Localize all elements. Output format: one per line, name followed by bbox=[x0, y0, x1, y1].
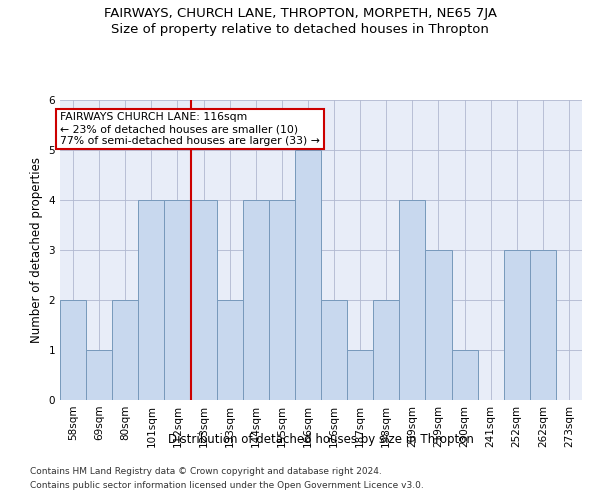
Text: Contains public sector information licensed under the Open Government Licence v3: Contains public sector information licen… bbox=[30, 481, 424, 490]
Text: FAIRWAYS CHURCH LANE: 116sqm
← 23% of detached houses are smaller (10)
77% of se: FAIRWAYS CHURCH LANE: 116sqm ← 23% of de… bbox=[60, 112, 320, 146]
Bar bbox=[86, 350, 112, 400]
Bar bbox=[112, 300, 139, 400]
Text: Contains HM Land Registry data © Crown copyright and database right 2024.: Contains HM Land Registry data © Crown c… bbox=[30, 467, 382, 476]
Bar bbox=[60, 300, 86, 400]
Text: Size of property relative to detached houses in Thropton: Size of property relative to detached ho… bbox=[111, 22, 489, 36]
Bar bbox=[530, 250, 556, 400]
Bar bbox=[347, 350, 373, 400]
Bar bbox=[425, 250, 452, 400]
Y-axis label: Number of detached properties: Number of detached properties bbox=[30, 157, 43, 343]
Text: Distribution of detached houses by size in Thropton: Distribution of detached houses by size … bbox=[168, 432, 474, 446]
Bar bbox=[400, 200, 425, 400]
Text: FAIRWAYS, CHURCH LANE, THROPTON, MORPETH, NE65 7JA: FAIRWAYS, CHURCH LANE, THROPTON, MORPETH… bbox=[104, 8, 497, 20]
Bar bbox=[164, 200, 191, 400]
Bar bbox=[452, 350, 478, 400]
Bar bbox=[373, 300, 400, 400]
Bar bbox=[295, 150, 321, 400]
Bar bbox=[139, 200, 164, 400]
Bar bbox=[217, 300, 243, 400]
Bar bbox=[321, 300, 347, 400]
Bar bbox=[504, 250, 530, 400]
Bar bbox=[191, 200, 217, 400]
Bar bbox=[269, 200, 295, 400]
Bar bbox=[242, 200, 269, 400]
